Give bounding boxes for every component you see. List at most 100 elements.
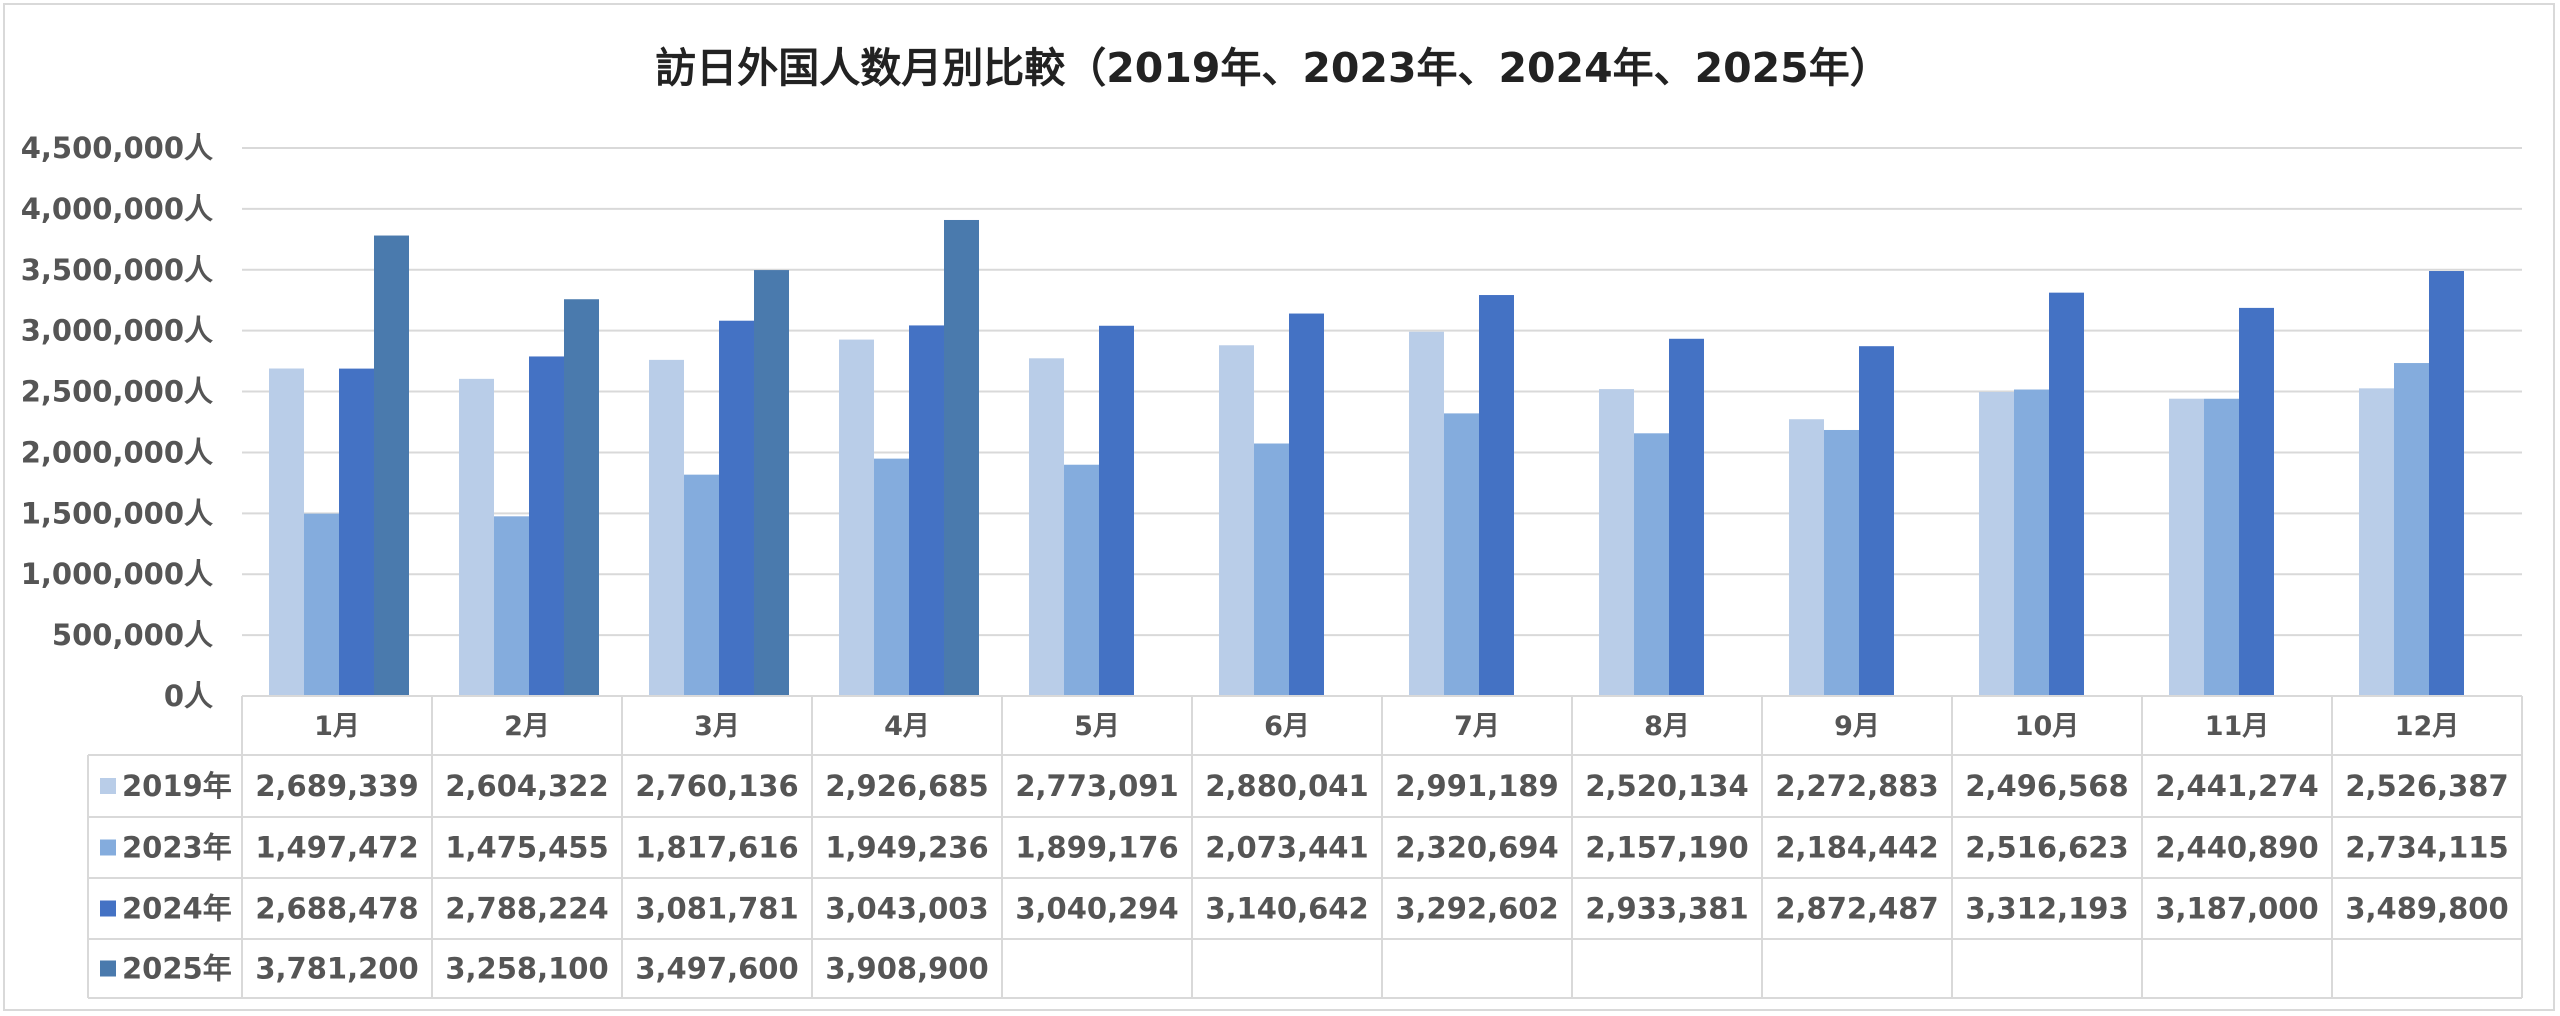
data-label: 1,817,616 <box>635 831 798 865</box>
grid-lines <box>242 147 2522 637</box>
data-label: 2,520,134 <box>1585 769 1748 803</box>
bar <box>719 320 754 696</box>
data-label: 2,689,339 <box>255 769 418 803</box>
data-label: 1,899,176 <box>1015 831 1178 865</box>
data-label: 3,489,800 <box>2345 892 2508 926</box>
bar <box>1219 345 1254 696</box>
x-tick-label: 12月 <box>2395 711 2460 742</box>
bar <box>1634 433 1669 696</box>
bar <box>2169 398 2204 696</box>
data-label: 2,604,322 <box>445 769 608 803</box>
data-label: 2,073,441 <box>1205 831 1368 865</box>
data-label: 2,880,041 <box>1205 769 1368 803</box>
y-tick-label: 2,500,000人 <box>21 375 213 409</box>
legend-key <box>100 900 116 917</box>
x-tick-label: 6月 <box>1264 711 1310 742</box>
data-label: 2,516,623 <box>1965 831 2128 865</box>
x-tick-label: 10月 <box>2015 711 2080 742</box>
bar <box>2014 389 2049 696</box>
bar <box>1789 419 1824 696</box>
y-tick-label: 0人 <box>164 679 213 713</box>
bar <box>564 299 599 696</box>
data-label: 2,991,189 <box>1395 769 1558 803</box>
y-tick-label: 3,000,000人 <box>21 314 213 348</box>
bar <box>649 359 684 696</box>
bar <box>1289 313 1324 696</box>
x-tick-label: 2月 <box>504 711 550 742</box>
x-tick-label: 9月 <box>1834 711 1880 742</box>
x-tick-label: 3月 <box>694 711 740 742</box>
y-tick-label: 2,000,000人 <box>21 435 213 469</box>
bar <box>754 270 789 696</box>
data-label: 2,773,091 <box>1015 769 1178 803</box>
data-label: 2,320,694 <box>1395 831 1558 865</box>
bar <box>2239 307 2274 696</box>
bar <box>1444 413 1479 696</box>
legend-key <box>100 778 116 794</box>
data-label: 2,526,387 <box>2345 769 2508 803</box>
y-tick-label: 1,000,000人 <box>21 557 213 591</box>
bar <box>1979 391 2014 696</box>
bar <box>1669 338 1704 696</box>
bar <box>2049 292 2084 696</box>
chart-title: 訪日外国人数月別比較（2019年、2023年、2024年、2025年） <box>655 44 1890 92</box>
data-label: 3,497,600 <box>635 952 798 986</box>
data-label: 2,760,136 <box>635 769 798 803</box>
data-label: 2,734,115 <box>2345 831 2508 865</box>
data-label: 2,788,224 <box>445 892 608 926</box>
data-label: 3,043,003 <box>825 892 988 926</box>
bar <box>1254 443 1289 696</box>
bar <box>529 356 564 696</box>
legend-key <box>100 839 116 856</box>
data-label: 3,258,100 <box>445 952 608 986</box>
bar <box>944 219 979 696</box>
data-table: 1月 2月 3月 4月 5月 6月 7月 8月 9月 10月 11月 12月 2019年 2,689,33… <box>87 695 2523 999</box>
data-label: 3,781,200 <box>255 952 418 986</box>
bar <box>2204 398 2239 696</box>
bar <box>304 513 339 696</box>
x-tick-label: 11月 <box>2205 711 2270 742</box>
bar <box>1859 346 1894 696</box>
x-tick-label: 1月 <box>314 711 360 742</box>
data-label: 2,933,381 <box>1585 892 1748 926</box>
y-tick-label: 4,500,000人 <box>21 131 213 165</box>
y-tick-label: 500,000人 <box>52 618 213 652</box>
data-label: 2,496,568 <box>1965 769 2128 803</box>
data-label: 3,908,900 <box>825 952 988 986</box>
data-label: 3,292,602 <box>1395 892 1558 926</box>
legend-label: 2019年 <box>122 769 232 803</box>
legend-label: 2024年 <box>122 892 232 926</box>
bar <box>1029 358 1064 696</box>
data-label: 2,688,478 <box>255 892 418 926</box>
bar <box>459 378 494 696</box>
legend-label: 2023年 <box>122 831 232 865</box>
bar <box>374 235 409 696</box>
bars <box>269 219 2464 696</box>
bar <box>1064 464 1099 696</box>
data-label: 3,187,000 <box>2155 892 2318 926</box>
bar <box>874 458 909 696</box>
bar <box>909 325 944 696</box>
data-label: 2,926,685 <box>825 769 988 803</box>
legend-label: 2025年 <box>122 952 232 986</box>
y-axis-ticks: 0人 500,000人 1,000,000人 1,500,000人 2,000,000人… <box>21 131 213 713</box>
data-label: 2,440,890 <box>2155 831 2318 865</box>
bar <box>1824 429 1859 696</box>
data-label: 1,949,236 <box>825 831 988 865</box>
bar <box>1599 389 1634 696</box>
data-label: 2,441,274 <box>2155 769 2318 803</box>
legend-key <box>100 960 116 977</box>
bar <box>269 368 304 696</box>
y-tick-label: 1,500,000人 <box>21 496 213 530</box>
y-tick-label: 4,000,000人 <box>21 192 213 226</box>
data-label: 1,497,472 <box>255 831 418 865</box>
bar <box>1479 295 1514 696</box>
bar <box>839 339 874 696</box>
bar <box>494 516 529 696</box>
data-label: 3,312,193 <box>1965 892 2128 926</box>
bar <box>2359 388 2394 696</box>
data-label: 2,157,190 <box>1585 831 1748 865</box>
bar <box>1409 331 1444 696</box>
data-label: 2,872,487 <box>1775 892 1938 926</box>
